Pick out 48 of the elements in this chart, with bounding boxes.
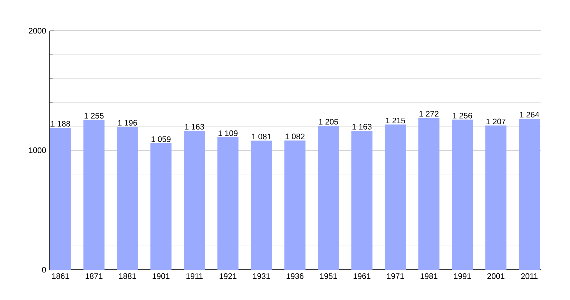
data-label: 1 059 <box>152 136 171 142</box>
bar <box>352 131 373 270</box>
x-tick-label: 1931 <box>253 274 270 280</box>
bar <box>318 126 340 270</box>
data-label: 1 272 <box>420 111 439 117</box>
data-label: 1 188 <box>51 121 70 127</box>
data-label: 1 264 <box>520 112 540 118</box>
bar <box>117 127 138 270</box>
data-label: 1 163 <box>185 124 204 130</box>
y-tick-label: 2000 <box>29 28 46 34</box>
x-tick-label: 2001 <box>488 274 505 280</box>
x-tick-label: 1911 <box>186 274 203 280</box>
x-tick-label: 1936 <box>286 274 304 280</box>
data-label: 1 256 <box>453 113 472 119</box>
bar <box>251 140 272 270</box>
data-label: 1 081 <box>252 134 272 140</box>
x-tick-label: 1881 <box>119 274 136 280</box>
bar <box>452 120 474 270</box>
bar <box>84 120 105 270</box>
bar <box>150 143 172 270</box>
bar <box>418 118 440 270</box>
data-label: 1 205 <box>319 119 338 125</box>
data-label: 1 109 <box>218 130 238 136</box>
data-label: 1 163 <box>352 124 372 130</box>
y-tick-label: 0 <box>42 267 46 273</box>
x-tick-label: 1951 <box>320 274 338 280</box>
data-label: 1 207 <box>486 118 506 125</box>
data-label: 1 215 <box>386 118 406 124</box>
x-tick-label: 1901 <box>152 274 170 280</box>
x-tick-label: 1861 <box>52 274 70 280</box>
bar <box>519 118 540 270</box>
bar <box>184 131 206 270</box>
y-tick-label: 1000 <box>29 148 46 154</box>
x-tick-label: 1871 <box>86 274 103 280</box>
x-tick-label: 1991 <box>454 274 472 280</box>
data-label: 1 255 <box>84 113 104 119</box>
bar <box>284 140 306 270</box>
x-tick-label: 1921 <box>220 274 237 280</box>
x-tick-label: 1981 <box>420 274 438 280</box>
data-label: 1 082 <box>286 134 305 140</box>
bar <box>50 128 72 270</box>
x-tick-label: 1971 <box>387 274 404 280</box>
bar <box>486 126 507 270</box>
x-tick-label: 1961 <box>354 274 371 280</box>
bar <box>385 124 406 270</box>
bar <box>218 137 239 270</box>
data-label: 1 196 <box>118 120 138 126</box>
x-tick-label: 2011 <box>521 274 538 280</box>
